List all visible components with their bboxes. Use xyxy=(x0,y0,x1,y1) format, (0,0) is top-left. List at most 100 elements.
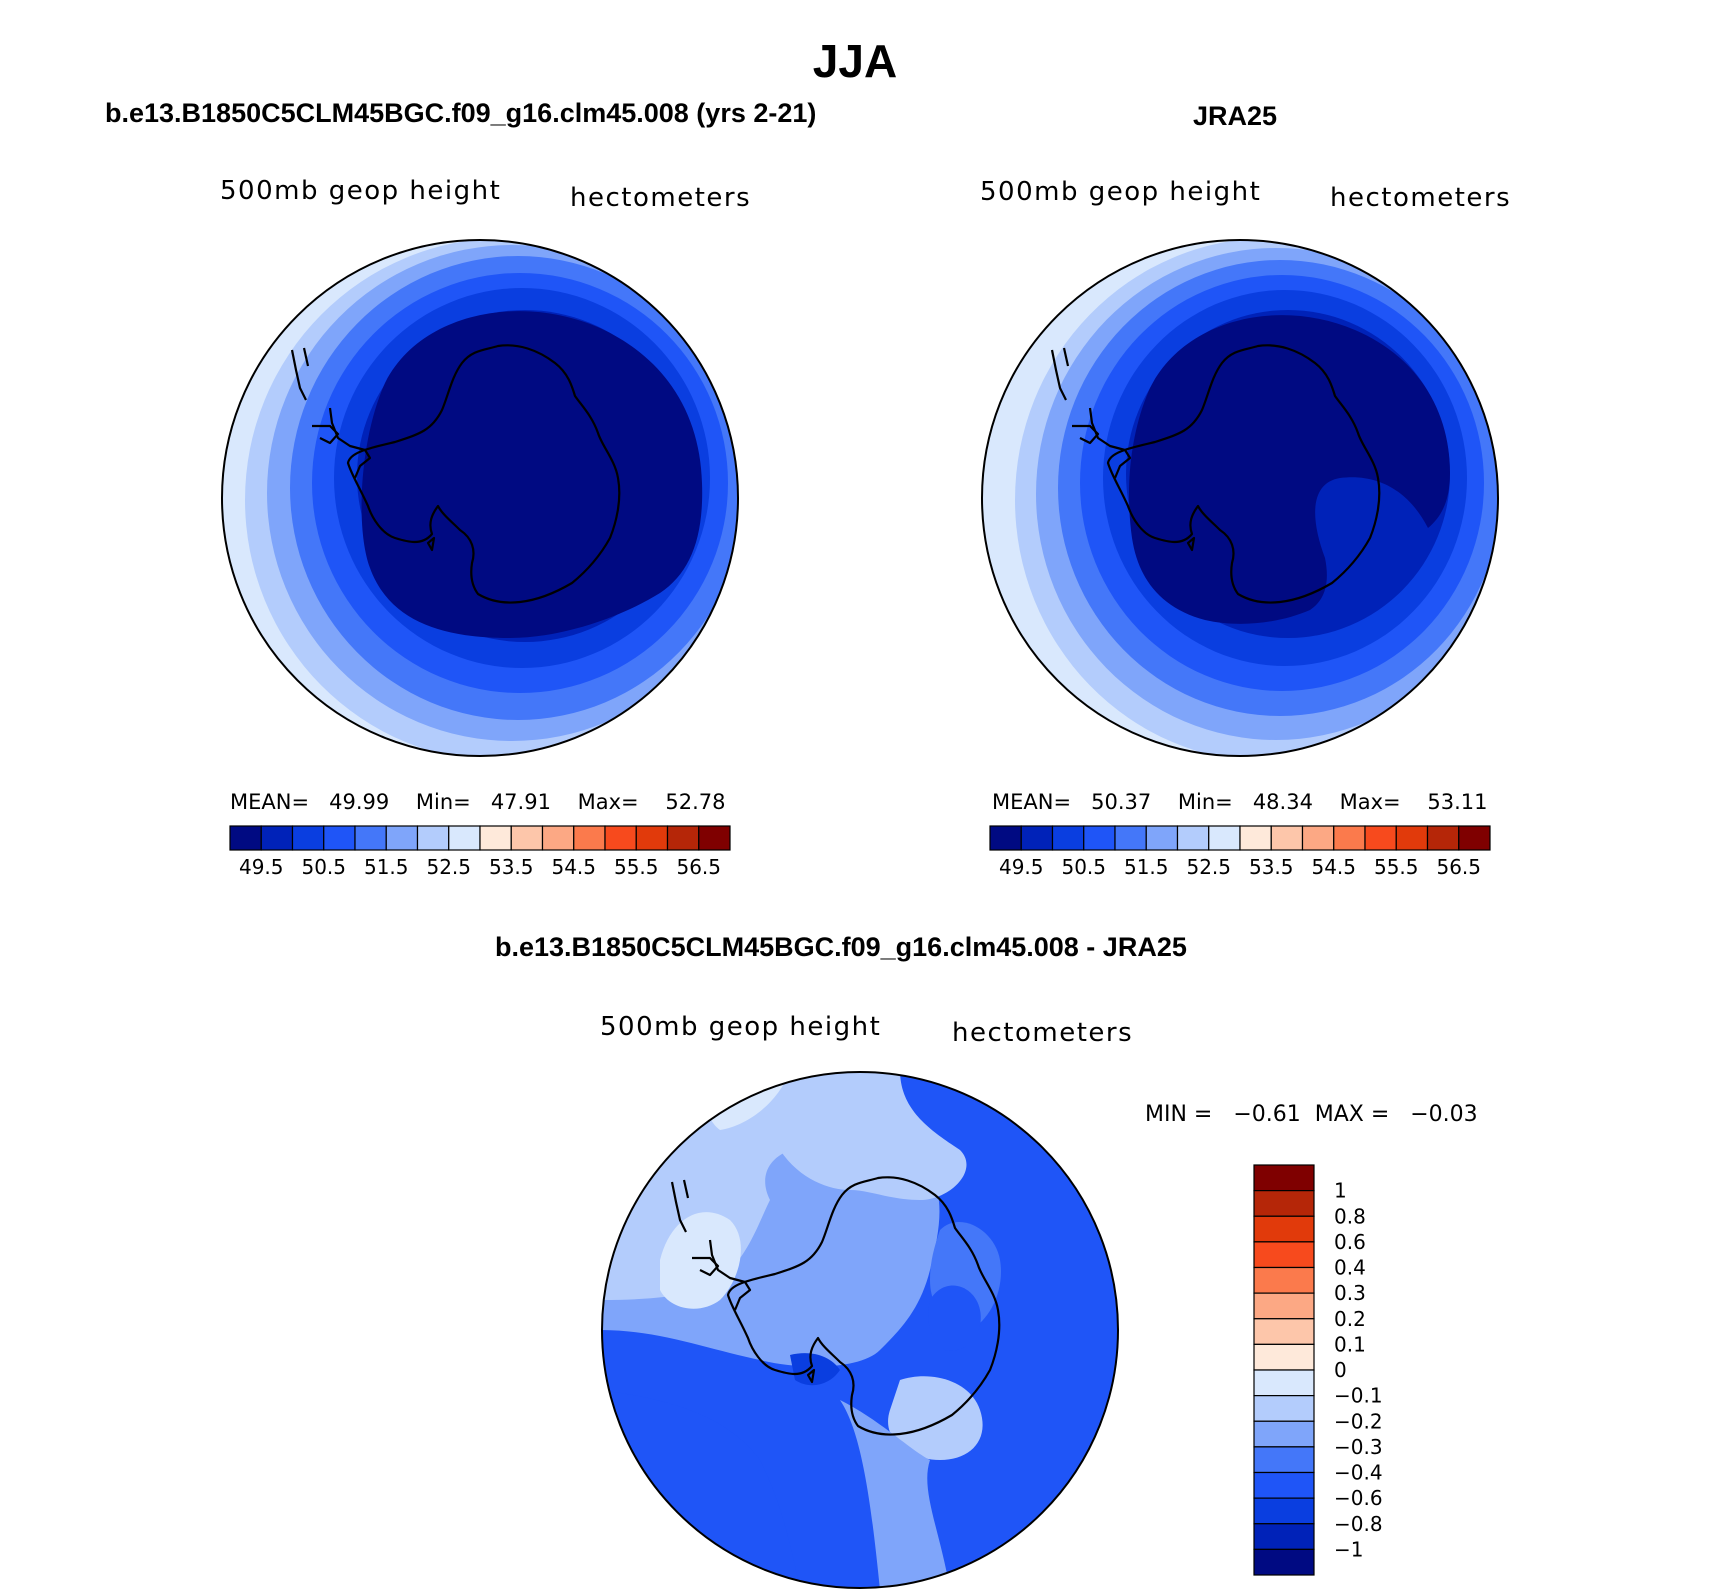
colorbar-box xyxy=(1253,1471,1315,1499)
colorbar-tick-label: 51.5 xyxy=(364,855,409,879)
colorbar-tick-label: 49.5 xyxy=(999,855,1044,879)
colorbar-box xyxy=(1253,1292,1315,1320)
colorbar-tick-label: 0.2 xyxy=(1334,1307,1366,1331)
colorbar-tick-label: 0 xyxy=(1334,1358,1347,1382)
colorbar-tick-label: 0.8 xyxy=(1334,1204,1366,1228)
p3-antarctica-coastline xyxy=(670,1176,1001,1436)
colorbar-box xyxy=(1426,825,1460,851)
panel-2-variable-label: 500mb geop height xyxy=(980,177,1262,207)
colorbar-box xyxy=(1395,825,1429,851)
colorbar-box xyxy=(573,825,606,851)
panel-2-colorbar: 49.5 50.5 51.5 52.5 53.5 54.5 55.5 56.5 xyxy=(989,825,1491,879)
panel-1-units-label: hectometers xyxy=(570,183,752,213)
colorbar-box xyxy=(1458,825,1491,851)
colorbar-tick-label: 54.5 xyxy=(1311,855,1356,879)
colorbar-tick-label: 52.5 xyxy=(1186,855,1231,879)
panel-2-units-label: hectometers xyxy=(1330,183,1512,213)
colorbar-box xyxy=(1253,1164,1315,1192)
panel-3-variable-label: 500mb geop height xyxy=(600,1012,882,1042)
colorbar-tick-label: −0.6 xyxy=(1334,1486,1383,1510)
panel-3-map xyxy=(601,1071,1119,1589)
colorbar-box xyxy=(1239,825,1272,851)
colorbar-tick-label: 0.3 xyxy=(1334,1281,1366,1305)
colorbar-tick-label: 50.5 xyxy=(301,855,346,879)
colorbar-tick-label: −1 xyxy=(1334,1537,1363,1561)
p3-field-south-light xyxy=(888,1376,983,1460)
colorbar-tick-label: 0.4 xyxy=(1334,1256,1366,1280)
colorbar-tick-label: −0.1 xyxy=(1334,1384,1383,1408)
colorbar-tick-label: 53.5 xyxy=(489,855,534,879)
colorbar-tick-label: 56.5 xyxy=(1436,855,1481,879)
panel-3-title: b.e13.B1850C5CLM45BGC.f09_g16.clm45.008 … xyxy=(495,932,1187,962)
colorbar-box xyxy=(510,825,544,851)
panel-1-colorbar: 49.5 50.5 51.5 52.5 53.5 54.5 55.5 56.5 xyxy=(229,825,731,879)
colorbar-tick-label: 55.5 xyxy=(614,855,659,879)
colorbar-box xyxy=(604,825,637,851)
colorbar-box xyxy=(698,825,731,851)
p2-antarctica-coastline xyxy=(1050,344,1381,604)
colorbar-box xyxy=(229,825,262,851)
colorbar-box xyxy=(1253,1318,1315,1345)
colorbar-box xyxy=(1301,825,1335,851)
colorbar-tick-label: 49.5 xyxy=(239,855,284,879)
panel-1-title: b.e13.B1850C5CLM45BGC.f09_g16.clm45.008 … xyxy=(105,98,817,128)
panel-2-map xyxy=(981,239,1499,757)
colorbar-tick-label: −0.8 xyxy=(1334,1512,1383,1536)
colorbar-box xyxy=(1083,825,1116,851)
p3-field-light-north xyxy=(780,1072,967,1200)
p1-band-1 xyxy=(361,311,703,638)
panel-2-stats: MEAN= 50.37 Min= 48.34 Max= 53.11 xyxy=(992,790,1488,814)
colorbar-box xyxy=(1020,825,1054,851)
colorbar-tick-label: 53.5 xyxy=(1249,855,1294,879)
colorbar-box xyxy=(385,825,419,851)
p3-field-palest-west xyxy=(660,1212,741,1309)
colorbar-box xyxy=(541,825,575,851)
colorbar-box xyxy=(1253,1241,1315,1269)
colorbar-tick-label: 55.5 xyxy=(1374,855,1419,879)
colorbar-box xyxy=(635,825,669,851)
colorbar-box xyxy=(1253,1497,1315,1525)
panel-3-colorbar: 10.80.60.40.30.20.10−0.1−0.2−0.3−0.4−0.6… xyxy=(1253,1164,1383,1576)
colorbar-box xyxy=(1114,825,1147,851)
panel-1-map xyxy=(221,239,739,757)
figure-title: JJA xyxy=(812,35,898,87)
colorbar-box xyxy=(1145,825,1179,851)
colorbar-box xyxy=(1253,1343,1315,1371)
p3-field-east-core xyxy=(928,1285,981,1351)
colorbar-box xyxy=(1364,825,1397,851)
colorbar-tick-label: 0.6 xyxy=(1334,1230,1366,1254)
panel-2-title: JRA25 xyxy=(1193,101,1278,131)
colorbar-tick-label: 56.5 xyxy=(676,855,721,879)
p1-antarctica-coastline xyxy=(290,344,621,604)
colorbar-box xyxy=(1253,1523,1315,1550)
colorbar-tick-label: 51.5 xyxy=(1124,855,1169,879)
colorbar-box xyxy=(1253,1395,1315,1422)
colorbar-box xyxy=(479,825,512,851)
colorbar-box xyxy=(1253,1190,1315,1217)
colorbar-tick-label: 1 xyxy=(1334,1179,1347,1203)
colorbar-box xyxy=(448,825,481,851)
colorbar-box xyxy=(666,825,700,851)
colorbar-tick-label: 50.5 xyxy=(1061,855,1106,879)
colorbar-box xyxy=(1333,825,1366,851)
colorbar-box xyxy=(1253,1266,1315,1294)
colorbar-tick-label: 0.1 xyxy=(1334,1332,1366,1356)
panel-3-units-label: hectometers xyxy=(952,1018,1134,1048)
colorbar-box xyxy=(1208,825,1241,851)
colorbar-box xyxy=(260,825,294,851)
colorbar-box xyxy=(291,825,325,851)
panel-1-stats: MEAN= 49.99 Min= 47.91 Max= 52.78 xyxy=(230,790,726,814)
p3-field-south-tongue xyxy=(840,1400,950,1588)
colorbar-box xyxy=(989,825,1022,851)
colorbar-tick-label: 54.5 xyxy=(551,855,596,879)
colorbar-box xyxy=(1253,1369,1315,1397)
colorbar-box xyxy=(1253,1446,1315,1474)
p3-field-dark-lobe xyxy=(790,1353,840,1386)
colorbar-box xyxy=(416,825,450,851)
colorbar-box xyxy=(1051,825,1085,851)
colorbar-box xyxy=(1176,825,1210,851)
panel-1-variable-label: 500mb geop height xyxy=(220,176,502,206)
panel-3-minmax: MIN = −0.61 MAX = −0.03 xyxy=(1145,1102,1478,1127)
colorbar-box xyxy=(1253,1420,1315,1448)
colorbar-tick-label: −0.2 xyxy=(1334,1409,1383,1433)
